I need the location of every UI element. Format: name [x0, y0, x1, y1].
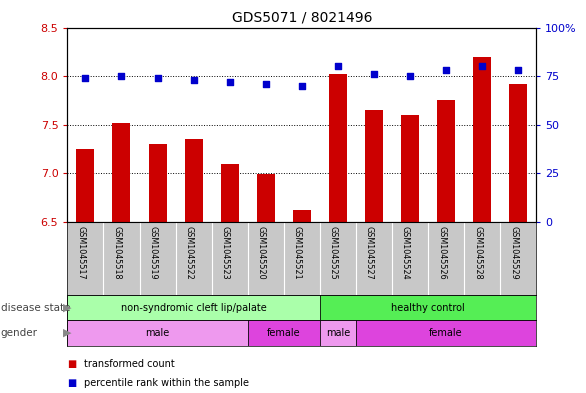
Bar	[185, 140, 203, 222]
Text: male: male	[326, 328, 350, 338]
Point	[81, 75, 90, 81]
Text: healthy control: healthy control	[391, 303, 465, 312]
Text: gender: gender	[1, 328, 38, 338]
Text: ▶: ▶	[63, 328, 71, 338]
Bar	[329, 74, 347, 222]
Text: ▶: ▶	[63, 303, 71, 312]
Bar	[293, 210, 311, 222]
Bar	[76, 149, 94, 222]
Text: female: female	[267, 328, 301, 338]
Bar	[437, 101, 455, 222]
Bar	[401, 115, 419, 222]
Text: GSM1045517: GSM1045517	[76, 226, 86, 279]
Text: GSM1045518: GSM1045518	[113, 226, 121, 279]
Text: GSM1045521: GSM1045521	[293, 226, 302, 279]
Point	[153, 75, 162, 81]
Bar	[509, 84, 527, 222]
Text: GSM1045524: GSM1045524	[401, 226, 410, 279]
Point	[369, 71, 379, 77]
FancyBboxPatch shape	[248, 320, 320, 346]
FancyBboxPatch shape	[320, 320, 356, 346]
Point	[117, 73, 126, 79]
Text: GSM1045525: GSM1045525	[329, 226, 338, 279]
FancyBboxPatch shape	[67, 320, 248, 346]
Text: GSM1045519: GSM1045519	[148, 226, 158, 279]
Text: ■: ■	[67, 378, 77, 388]
Text: ■: ■	[67, 358, 77, 369]
Bar	[221, 163, 239, 222]
Point	[297, 83, 306, 89]
Text: transformed count: transformed count	[84, 358, 175, 369]
Text: GSM1045527: GSM1045527	[365, 226, 374, 279]
Point	[189, 77, 198, 83]
Point	[333, 63, 343, 70]
Point	[441, 67, 451, 73]
Text: percentile rank within the sample: percentile rank within the sample	[84, 378, 249, 388]
Text: GSM1045528: GSM1045528	[473, 226, 482, 279]
Text: GSM1045529: GSM1045529	[509, 226, 518, 279]
Bar	[148, 144, 166, 222]
Text: GSM1045520: GSM1045520	[257, 226, 265, 279]
Point	[261, 81, 270, 87]
Point	[478, 63, 487, 70]
FancyBboxPatch shape	[320, 295, 536, 320]
Bar	[113, 123, 131, 222]
Bar	[473, 57, 491, 222]
Point	[225, 79, 234, 85]
FancyBboxPatch shape	[67, 295, 320, 320]
Text: GSM1045526: GSM1045526	[437, 226, 446, 279]
Bar	[257, 174, 275, 222]
Title: GDS5071 / 8021496: GDS5071 / 8021496	[231, 11, 372, 25]
Text: non-syndromic cleft lip/palate: non-syndromic cleft lip/palate	[121, 303, 267, 312]
Point	[513, 67, 523, 73]
Text: male: male	[145, 328, 170, 338]
Bar	[365, 110, 383, 222]
Text: GSM1045523: GSM1045523	[221, 226, 230, 279]
Text: GSM1045522: GSM1045522	[185, 226, 193, 279]
Point	[406, 73, 415, 79]
FancyBboxPatch shape	[356, 320, 536, 346]
Text: female: female	[429, 328, 463, 338]
Text: disease state: disease state	[1, 303, 70, 312]
